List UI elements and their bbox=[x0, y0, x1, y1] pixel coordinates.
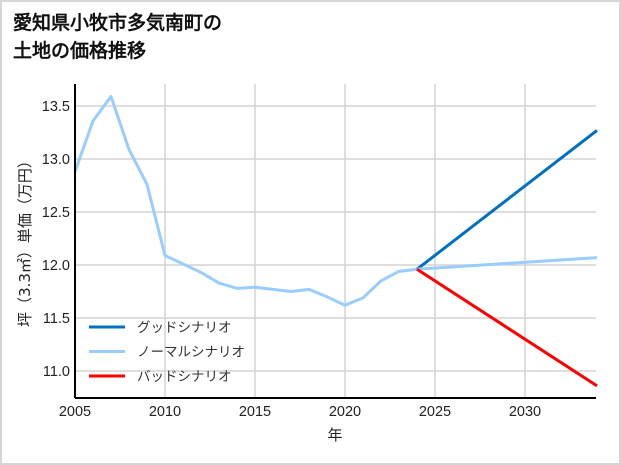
legend-label: グッドシナリオ bbox=[137, 320, 232, 336]
x-tick-label: 2020 bbox=[329, 404, 361, 420]
x-tick-label: 2030 bbox=[509, 404, 541, 420]
x-tick-label: 2015 bbox=[239, 404, 271, 420]
x-axis-label: 年 bbox=[327, 426, 342, 444]
y-tick-label: 13.5 bbox=[42, 99, 70, 115]
y-axis-label: 坪（3.3㎡）単価（万円） bbox=[16, 153, 34, 327]
axes bbox=[74, 84, 596, 399]
x-tick-label: 2025 bbox=[419, 404, 451, 420]
y-tick-label: 13.0 bbox=[42, 152, 70, 168]
tick-labels: 2005 2010 2015 2020 2025 2030 11.0 11.5 12.0 12.5… bbox=[42, 99, 541, 420]
scenario-line-2 bbox=[416, 267, 598, 388]
grid-lines bbox=[75, 84, 596, 398]
history-line bbox=[73, 94, 418, 307]
scenario-line-1 bbox=[416, 256, 598, 271]
x-tick-label: 2005 bbox=[59, 404, 91, 420]
y-tick-label: 12.0 bbox=[42, 258, 70, 274]
title-line-1: 愛知県小牧市多気南町の bbox=[13, 12, 223, 34]
title-line-2: 土地の価格推移 bbox=[13, 40, 147, 62]
data-lines bbox=[73, 94, 598, 388]
y-tick-label: 11.5 bbox=[43, 311, 70, 327]
legend-label: ノーマルシナリオ bbox=[137, 345, 245, 361]
y-tick-label: 12.5 bbox=[42, 205, 70, 221]
chart-title: 愛知県小牧市多気南町の 土地の価格推移 bbox=[13, 9, 222, 65]
legend-label: バッドシナリオ bbox=[137, 369, 232, 385]
y-tick-label: 11.0 bbox=[43, 364, 70, 380]
scenario-line-0 bbox=[416, 129, 598, 271]
x-tick-label: 2010 bbox=[149, 404, 181, 420]
